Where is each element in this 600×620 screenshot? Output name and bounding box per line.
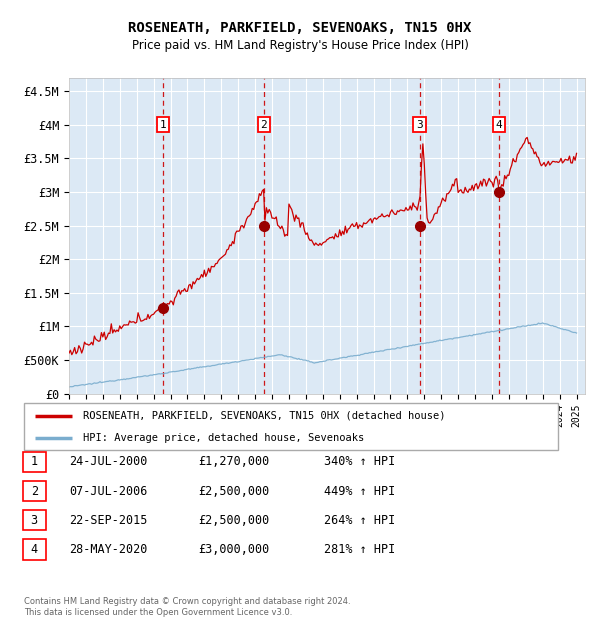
Text: 1: 1 bbox=[160, 120, 166, 130]
Text: 2: 2 bbox=[31, 485, 38, 497]
FancyBboxPatch shape bbox=[24, 403, 558, 450]
Text: Contains HM Land Registry data © Crown copyright and database right 2024.
This d: Contains HM Land Registry data © Crown c… bbox=[24, 598, 350, 617]
Text: ROSENEATH, PARKFIELD, SEVENOAKS, TN15 0HX: ROSENEATH, PARKFIELD, SEVENOAKS, TN15 0H… bbox=[128, 21, 472, 35]
Text: 340% ↑ HPI: 340% ↑ HPI bbox=[324, 456, 395, 468]
Text: Price paid vs. HM Land Registry's House Price Index (HPI): Price paid vs. HM Land Registry's House … bbox=[131, 40, 469, 52]
Text: ROSENEATH, PARKFIELD, SEVENOAKS, TN15 0HX (detached house): ROSENEATH, PARKFIELD, SEVENOAKS, TN15 0H… bbox=[83, 410, 445, 420]
Text: £3,000,000: £3,000,000 bbox=[198, 543, 269, 556]
Text: 281% ↑ HPI: 281% ↑ HPI bbox=[324, 543, 395, 556]
Text: 24-JUL-2000: 24-JUL-2000 bbox=[69, 456, 148, 468]
Text: 4: 4 bbox=[31, 543, 38, 556]
Text: 449% ↑ HPI: 449% ↑ HPI bbox=[324, 485, 395, 497]
Text: 3: 3 bbox=[416, 120, 423, 130]
Text: 28-MAY-2020: 28-MAY-2020 bbox=[69, 543, 148, 556]
Text: 264% ↑ HPI: 264% ↑ HPI bbox=[324, 514, 395, 526]
Text: 3: 3 bbox=[31, 514, 38, 526]
Text: 1: 1 bbox=[31, 456, 38, 468]
Text: £2,500,000: £2,500,000 bbox=[198, 485, 269, 497]
Text: 07-JUL-2006: 07-JUL-2006 bbox=[69, 485, 148, 497]
Text: 4: 4 bbox=[496, 120, 502, 130]
Text: HPI: Average price, detached house, Sevenoaks: HPI: Average price, detached house, Seve… bbox=[83, 433, 364, 443]
Text: 22-SEP-2015: 22-SEP-2015 bbox=[69, 514, 148, 526]
Text: 2: 2 bbox=[260, 120, 267, 130]
Text: £1,270,000: £1,270,000 bbox=[198, 456, 269, 468]
Text: £2,500,000: £2,500,000 bbox=[198, 514, 269, 526]
